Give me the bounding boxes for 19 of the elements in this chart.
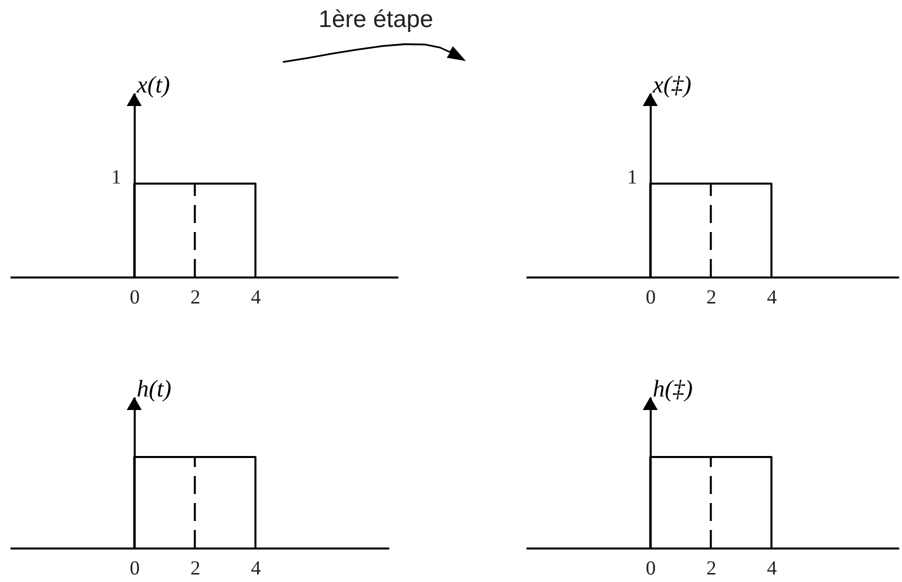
x-tick-label: 0 xyxy=(646,286,656,308)
x-tick-label: 0 xyxy=(646,558,656,580)
x-tick-label: 2 xyxy=(706,286,716,308)
text: 1ère étape xyxy=(318,6,434,33)
y-axis-title: h(‡) xyxy=(652,376,693,402)
x-tick-label: 2 xyxy=(190,558,200,580)
x-tick-label: 0 xyxy=(130,558,140,580)
x-tick-label: 4 xyxy=(766,286,777,308)
annotation: 1 xyxy=(111,166,122,189)
annotation: 1 xyxy=(627,166,638,189)
x-tick-label: 4 xyxy=(766,558,777,580)
y-axis-title: x(‡) xyxy=(652,72,692,98)
y-axis-title: h(t) xyxy=(136,376,172,402)
x-tick-label: 2 xyxy=(706,558,716,580)
x-tick-label: 2 xyxy=(190,286,200,308)
x-tick-label: 4 xyxy=(250,558,261,580)
x-tick-label: 0 xyxy=(130,286,140,308)
x-tick-label: 4 xyxy=(250,286,261,308)
y-axis-title: x(t) xyxy=(136,72,170,98)
